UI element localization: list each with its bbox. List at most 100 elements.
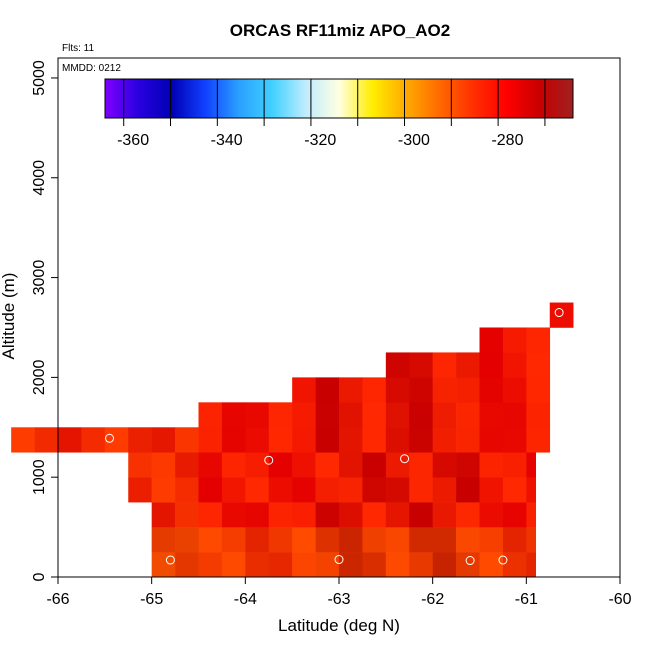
- colorbar-tick-label: -360: [117, 132, 149, 149]
- sample-point: [105, 433, 115, 443]
- heatmap-cell: [432, 452, 457, 478]
- heatmap-cell: [385, 552, 410, 578]
- heatmap-cell: [526, 327, 551, 353]
- heatmap-cell: [456, 502, 480, 528]
- heatmap-cell: [151, 477, 176, 503]
- x-tick-label: -63: [327, 591, 350, 608]
- heatmap-cell: [198, 527, 223, 553]
- heatmap-cell: [385, 477, 410, 503]
- heatmap-cell: [362, 477, 387, 503]
- heatmap-cell: [502, 477, 527, 503]
- heatmap-cell: [456, 477, 480, 503]
- heatmap-cell: [245, 402, 270, 428]
- heatmap-cell: [409, 352, 433, 378]
- heatmap-cell: [502, 452, 527, 478]
- sample-point: [400, 454, 410, 464]
- heatmap-cell: [456, 552, 480, 578]
- heatmap-cell: [409, 377, 433, 403]
- heatmap-cell: [175, 552, 199, 578]
- sample-point: [165, 555, 175, 565]
- heatmap-cell: [432, 427, 457, 453]
- heatmap-cell: [128, 427, 152, 453]
- heatmap-cell: [479, 427, 504, 453]
- heatmap-cell: [151, 502, 176, 528]
- heatmap-cell: [362, 427, 387, 453]
- heatmap-cell: [292, 402, 316, 428]
- heatmap-cell: [221, 427, 246, 453]
- heatmap-cell: [502, 377, 527, 403]
- heatmap-cell: [315, 552, 340, 578]
- heatmap-cell: [456, 527, 480, 553]
- heatmap-cell: [221, 552, 246, 578]
- heatmap-cell: [362, 402, 387, 428]
- heatmap-cell: [151, 552, 176, 578]
- heatmap-cell: [198, 452, 223, 478]
- heatmap-cell: [58, 427, 82, 453]
- heatmap-cell: [245, 552, 270, 578]
- heatmap-cell: [175, 427, 199, 453]
- heatmap-cell: [151, 527, 176, 553]
- heatmap-cell: [479, 352, 504, 378]
- heatmap-cell: [315, 502, 340, 528]
- date-annotation: MMDD: 0212: [62, 63, 121, 74]
- y-tick-label: 4000: [31, 160, 48, 196]
- heatmap-cell: [456, 377, 480, 403]
- heatmap-cell: [292, 552, 316, 578]
- heatmap-cell: [268, 552, 293, 578]
- heatmap-cell: [245, 477, 270, 503]
- heatmap-cell: [362, 552, 387, 578]
- heatmap-cell: [104, 427, 129, 453]
- sample-point: [264, 455, 274, 465]
- heatmap-cell: [432, 377, 457, 403]
- heatmap-cell: [432, 552, 457, 578]
- heatmap-cell: [245, 427, 270, 453]
- heatmap-cell: [221, 452, 246, 478]
- heatmap-cell: [385, 352, 410, 378]
- heatmap-cell: [432, 527, 457, 553]
- heatmap-cell: [339, 552, 363, 578]
- heatmap-cell: [292, 477, 316, 503]
- heatmap-cell: [479, 477, 504, 503]
- heatmap-cell: [151, 452, 176, 478]
- heatmap-cell: [198, 477, 223, 503]
- heatmap-cell: [432, 477, 457, 503]
- sample-points: [105, 308, 564, 566]
- heatmap-cell: [81, 427, 106, 453]
- heatmap-cell: [432, 402, 457, 428]
- heatmap-cell: [315, 402, 340, 428]
- colorbar-tick-label: -320: [304, 132, 336, 149]
- heatmap-cell: [526, 502, 536, 528]
- chart-title: ORCAS RF11miz APO_AO2: [230, 21, 450, 40]
- heatmap-cell: [268, 502, 293, 528]
- heatmap-cell: [385, 402, 410, 428]
- heatmap-cell: [175, 477, 199, 503]
- heatmap-cell: [315, 427, 340, 453]
- x-tick-label: -65: [140, 591, 163, 608]
- x-tick-label: -62: [421, 591, 444, 608]
- y-tick-label: 5000: [31, 60, 48, 96]
- heatmap-cell: [292, 527, 316, 553]
- heatmap-cell: [456, 452, 480, 478]
- sample-point: [498, 555, 508, 565]
- heatmap-cell: [479, 327, 504, 353]
- heatmap-cell: [245, 527, 270, 553]
- heatmap-cell: [409, 452, 433, 478]
- heatmap-cell: [268, 477, 293, 503]
- colorbar-tick-label: -280: [491, 132, 523, 149]
- heatmap-cell: [526, 427, 551, 453]
- heatmap-cell: [432, 352, 457, 378]
- heatmap-cell: [221, 502, 246, 528]
- heatmap-cell: [339, 502, 363, 528]
- y-tick-label: 0: [31, 572, 48, 581]
- heatmap-cell: [479, 377, 504, 403]
- heatmap-cell: [526, 477, 536, 503]
- heatmap-cell: [456, 352, 480, 378]
- colorbar: -360 -340 -320 -300 -280: [104, 78, 574, 149]
- heatmap-cell: [502, 427, 527, 453]
- x-tick-label: -60: [608, 591, 631, 608]
- heatmap-cell: [479, 552, 504, 578]
- heatmap-cell: [456, 402, 480, 428]
- heatmap-cell: [362, 377, 387, 403]
- heatmap-cell: [268, 402, 293, 428]
